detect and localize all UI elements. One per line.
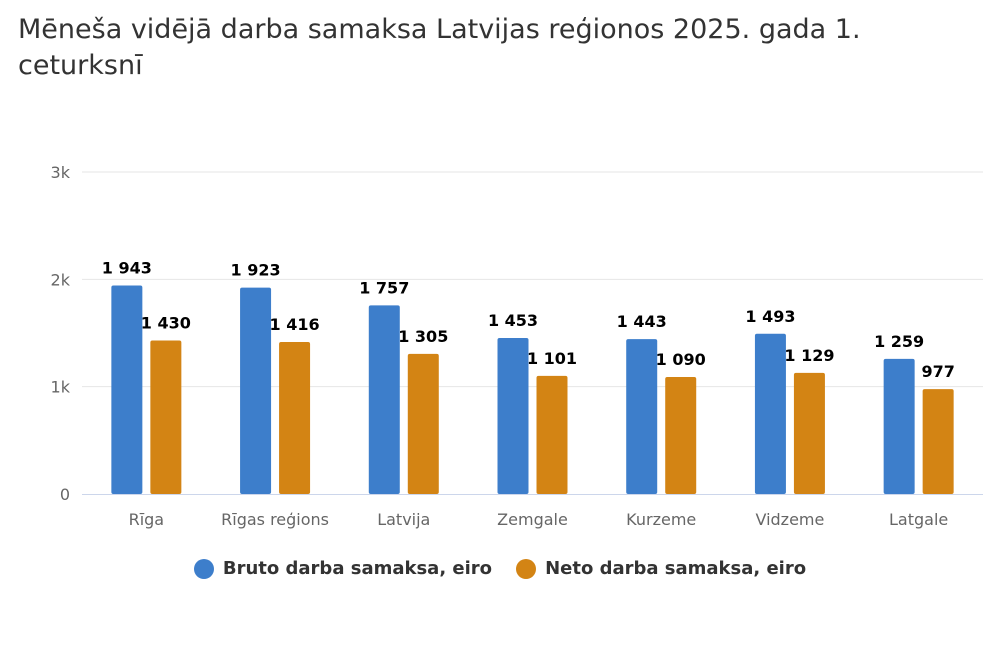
y-tick-label: 3k — [51, 163, 71, 182]
bar-bruto[interactable] — [111, 285, 143, 494]
data-label: 1 101 — [527, 349, 577, 368]
bar-bruto[interactable] — [240, 287, 272, 494]
legend-item-bruto[interactable]: Bruto darba samaksa, eiro — [193, 558, 493, 579]
x-tick-label: Kurzeme — [626, 510, 696, 529]
legend-swatch-bruto — [193, 558, 214, 579]
bar-neto[interactable] — [407, 353, 439, 494]
bar-bruto[interactable] — [883, 358, 915, 494]
chart-title: Mēneša vidējā darba samaksa Latvijas reģ… — [18, 14, 861, 81]
data-label: 1 430 — [141, 314, 191, 333]
x-tick-label: Zemgale — [497, 510, 568, 529]
bar-bruto[interactable] — [626, 339, 658, 494]
x-tick-label: Rīga — [129, 510, 165, 529]
data-label: 1 443 — [617, 312, 667, 331]
y-tick-label: 2k — [51, 270, 71, 289]
legend-item-neto[interactable]: Neto darba samaksa, eiro — [516, 558, 806, 579]
data-label: 1 757 — [359, 278, 409, 297]
bar-neto[interactable] — [150, 340, 182, 494]
y-tick-label: 1k — [51, 378, 71, 397]
x-tick-label: Vidzeme — [755, 510, 824, 529]
x-tick-label: Latvija — [377, 510, 430, 529]
legend: Bruto darba samaksa, eiro Neto darba sam… — [0, 558, 1000, 579]
data-label: 1 129 — [784, 346, 834, 365]
y-tick-label: 0 — [60, 485, 70, 504]
bar-bruto[interactable] — [497, 338, 529, 494]
data-label: 1 090 — [656, 350, 706, 369]
data-label: 1 943 — [102, 258, 152, 277]
data-label: 977 — [921, 362, 954, 381]
x-tick-label: Latgale — [889, 510, 948, 529]
bar-neto[interactable] — [665, 377, 697, 494]
bar-bruto[interactable] — [368, 305, 400, 494]
data-label: 1 416 — [270, 315, 320, 334]
data-label: 1 493 — [745, 307, 795, 326]
data-label: 1 305 — [398, 327, 448, 346]
data-label: 1 453 — [488, 311, 538, 330]
data-label: 1 923 — [231, 261, 281, 280]
bar-neto[interactable] — [536, 375, 568, 494]
x-tick-label: Rīgas reģions — [221, 510, 329, 529]
bar-neto[interactable] — [922, 389, 954, 494]
legend-label-neto: Neto darba samaksa, eiro — [545, 558, 807, 579]
data-label: 1 259 — [874, 332, 924, 351]
legend-swatch-neto — [516, 558, 537, 579]
bar-bruto[interactable] — [754, 333, 786, 494]
legend-label-bruto: Bruto darba samaksa, eiro — [222, 558, 493, 579]
bar-neto[interactable] — [793, 372, 825, 494]
bar-neto[interactable] — [279, 342, 311, 494]
